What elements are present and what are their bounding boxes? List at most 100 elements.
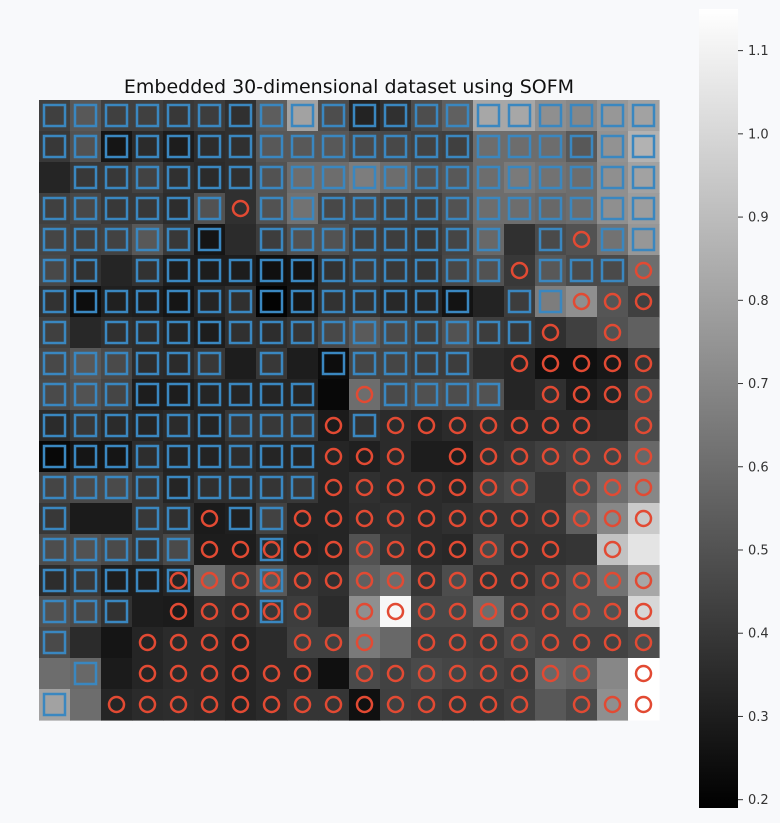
square-marker bbox=[166, 165, 191, 190]
heatmap-cell bbox=[473, 627, 505, 659]
square-marker bbox=[414, 134, 439, 159]
square-marker bbox=[135, 537, 160, 562]
square-marker bbox=[569, 196, 594, 221]
square-marker bbox=[631, 103, 656, 128]
square-marker bbox=[135, 444, 160, 469]
heatmap-cell bbox=[225, 689, 257, 721]
square-marker bbox=[259, 227, 284, 252]
square-marker bbox=[104, 599, 129, 624]
circle-marker bbox=[510, 633, 529, 652]
heatmap-cell bbox=[535, 689, 567, 721]
circle-marker bbox=[231, 695, 250, 714]
heatmap-cell bbox=[318, 596, 350, 628]
square-marker bbox=[104, 196, 129, 221]
square-marker bbox=[600, 103, 625, 128]
circle-marker bbox=[634, 571, 653, 590]
colorbar-tick-label: 0.6 bbox=[748, 460, 769, 475]
square-marker bbox=[166, 320, 191, 345]
heatmap-cell bbox=[411, 596, 443, 628]
heatmap-cell bbox=[628, 317, 660, 349]
square-marker bbox=[104, 444, 129, 469]
square-marker bbox=[104, 568, 129, 593]
heatmap-cell bbox=[287, 689, 319, 721]
square-marker bbox=[383, 134, 408, 159]
square-marker bbox=[507, 196, 532, 221]
circle-marker bbox=[169, 664, 188, 683]
heatmap-cell bbox=[256, 689, 288, 721]
heatmap-cell bbox=[287, 596, 319, 628]
square-marker bbox=[42, 289, 67, 314]
square-marker bbox=[321, 103, 346, 128]
heatmap-cell bbox=[225, 224, 257, 256]
circle-marker bbox=[200, 571, 219, 590]
heatmap-cell bbox=[101, 503, 133, 535]
square-marker bbox=[321, 227, 346, 252]
heatmap-cell bbox=[566, 596, 598, 628]
heatmap-cell bbox=[535, 441, 567, 473]
heatmap-cell bbox=[225, 658, 257, 690]
square-marker bbox=[290, 444, 315, 469]
square-marker bbox=[352, 227, 377, 252]
square-marker bbox=[104, 382, 129, 407]
heatmap-cell bbox=[473, 441, 505, 473]
heatmap-cell bbox=[566, 503, 598, 535]
square-marker bbox=[228, 258, 253, 283]
square-marker bbox=[135, 258, 160, 283]
square-marker bbox=[135, 351, 160, 376]
heatmap-cell bbox=[287, 348, 319, 380]
circle-marker bbox=[355, 447, 374, 466]
circle-marker bbox=[603, 509, 622, 528]
square-marker bbox=[228, 320, 253, 345]
square-marker bbox=[259, 444, 284, 469]
square-marker bbox=[104, 134, 129, 159]
heatmap-cell bbox=[318, 534, 350, 566]
heatmap-cell bbox=[628, 689, 660, 721]
heatmap-cell bbox=[473, 565, 505, 597]
circle-marker bbox=[510, 540, 529, 559]
circle-marker bbox=[417, 633, 436, 652]
heatmap-cell bbox=[287, 534, 319, 566]
circle-marker bbox=[231, 571, 250, 590]
circle-marker bbox=[448, 571, 467, 590]
heatmap-cell bbox=[287, 627, 319, 659]
circle-marker bbox=[324, 633, 343, 652]
square-marker bbox=[73, 661, 98, 686]
heatmap-cell bbox=[504, 658, 536, 690]
heatmap-cell bbox=[225, 627, 257, 659]
circle-marker bbox=[603, 602, 622, 621]
heatmap-cell bbox=[411, 503, 443, 535]
square-marker bbox=[445, 289, 470, 314]
circle-marker bbox=[386, 509, 405, 528]
circle-marker bbox=[200, 509, 219, 528]
square-marker bbox=[414, 289, 439, 314]
square-marker bbox=[104, 227, 129, 252]
circle-marker bbox=[262, 695, 281, 714]
circle-marker bbox=[510, 447, 529, 466]
heatmap-cell bbox=[535, 472, 567, 504]
square-marker bbox=[352, 196, 377, 221]
square-marker bbox=[259, 568, 284, 593]
heatmap-cell bbox=[380, 441, 412, 473]
heatmap-cell bbox=[349, 596, 381, 628]
heatmap-cell bbox=[535, 317, 567, 349]
square-marker bbox=[42, 351, 67, 376]
square-marker bbox=[104, 165, 129, 190]
square-marker bbox=[600, 227, 625, 252]
square-marker bbox=[166, 475, 191, 500]
square-marker bbox=[228, 413, 253, 438]
heatmap-cell bbox=[628, 658, 660, 690]
heatmap-cell bbox=[256, 627, 288, 659]
square-marker bbox=[166, 196, 191, 221]
circle-marker bbox=[634, 695, 653, 714]
square-marker bbox=[414, 227, 439, 252]
circle-marker bbox=[479, 695, 498, 714]
square-marker bbox=[383, 320, 408, 345]
heatmap-cell bbox=[194, 658, 226, 690]
heatmap-cell bbox=[194, 689, 226, 721]
circle-marker bbox=[572, 416, 591, 435]
circle-marker bbox=[479, 447, 498, 466]
circle-marker bbox=[572, 447, 591, 466]
circle-marker bbox=[262, 664, 281, 683]
square-marker bbox=[135, 227, 160, 252]
heatmap-cell bbox=[225, 596, 257, 628]
